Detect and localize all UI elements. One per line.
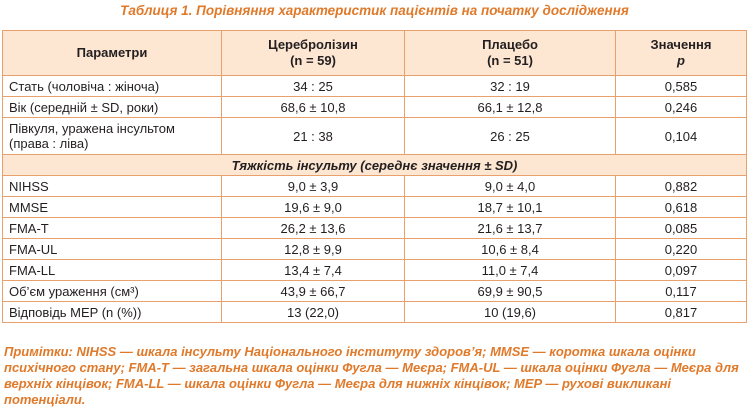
table-row: Відповідь MEP (n (%)) 13 (22,0) 10 (19,6…: [2, 301, 747, 323]
row-p: 0,117: [615, 280, 747, 302]
header-p-symbol: p: [677, 53, 685, 68]
row-placebo: 10 (19,6): [404, 301, 616, 323]
table-row: Об’єм ураження (см³) 43,9 ± 66,7 69,9 ± …: [2, 280, 747, 302]
row-param: MMSE: [2, 196, 222, 218]
header-placebo-n: (n = 51): [487, 53, 533, 68]
header-placebo: Плацебо (n = 51): [404, 30, 616, 76]
row-param: NIHSS: [2, 175, 222, 197]
row-p: 0,085: [615, 217, 747, 239]
row-param: Об’єм ураження (см³): [2, 280, 222, 302]
row-param-line2: (права : ліва): [9, 136, 89, 151]
row-placebo: 26 : 25: [404, 117, 616, 155]
row-cerebrolysin: 13 (22,0): [221, 301, 405, 323]
row-p: 0,246: [615, 96, 747, 118]
row-placebo: 66,1 ± 12,8: [404, 96, 616, 118]
row-cerebrolysin: 21 : 38: [221, 117, 405, 155]
header-parameters: Параметри: [2, 30, 222, 76]
row-cerebrolysin: 12,8 ± 9,9: [221, 238, 405, 260]
row-placebo: 69,9 ± 90,5: [404, 280, 616, 302]
table-row: Вік (середній ± SD, роки) 68,6 ± 10,8 66…: [2, 96, 747, 118]
table-row: FMA-UL 12,8 ± 9,9 10,6 ± 8,4 0,220: [2, 238, 747, 260]
row-placebo: 21,6 ± 13,7: [404, 217, 616, 239]
row-p: 0,882: [615, 175, 747, 197]
row-p: 0,097: [615, 259, 747, 281]
row-p: 0,618: [615, 196, 747, 218]
table-caption: Таблиця 1. Порівняння характеристик паці…: [120, 3, 629, 18]
row-p: 0,104: [615, 117, 747, 155]
row-placebo: 32 : 19: [404, 75, 616, 97]
header-p-value-label: Значення: [650, 37, 712, 52]
row-param-line1: Півкуля, уражена інсультом: [9, 121, 175, 136]
row-cerebrolysin: 19,6 ± 9,0: [221, 196, 405, 218]
table-row: NIHSS 9,0 ± 3,9 9,0 ± 4,0 0,882: [2, 175, 747, 197]
row-cerebrolysin: 26,2 ± 13,6: [221, 217, 405, 239]
section-title: Тяжкість інсульту (середнє значення ± SD…: [2, 154, 747, 176]
row-param: Стать (чоловіча : жіноча): [2, 75, 222, 97]
table-row: Стать (чоловіча : жіноча) 34 : 25 32 : 1…: [2, 75, 747, 97]
header-p-value: Значення p: [615, 30, 747, 76]
row-param: FMA-T: [2, 217, 222, 239]
row-p: 0,220: [615, 238, 747, 260]
row-param: Вік (середній ± SD, роки): [2, 96, 222, 118]
row-cerebrolysin: 13,4 ± 7,4: [221, 259, 405, 281]
row-placebo: 9,0 ± 4,0: [404, 175, 616, 197]
row-placebo: 11,0 ± 7,4: [404, 259, 616, 281]
row-cerebrolysin: 43,9 ± 66,7: [221, 280, 405, 302]
table-row: FMA-T 26,2 ± 13,6 21,6 ± 13,7 0,085: [2, 217, 747, 239]
table-notes: Примітки: NIHSS — шкала інсульту Націона…: [4, 344, 739, 407]
header-placebo-name: Плацебо: [482, 37, 538, 52]
table-header-row: Параметри Церебролізин (n = 59) Плацебо …: [2, 30, 747, 76]
row-cerebrolysin: 68,6 ± 10,8: [221, 96, 405, 118]
row-p: 0,585: [615, 75, 747, 97]
row-param: Відповідь MEP (n (%)): [2, 301, 222, 323]
row-param: Півкуля, уражена інсультом (права : ліва…: [2, 117, 222, 155]
row-param: FMA-LL: [2, 259, 222, 281]
row-param: FMA-UL: [2, 238, 222, 260]
header-cerebrolysin-name: Церебролізин: [268, 37, 358, 52]
table-row: FMA-LL 13,4 ± 7,4 11,0 ± 7,4 0,097: [2, 259, 747, 281]
table-row: Півкуля, уражена інсультом (права : ліва…: [2, 117, 747, 155]
row-cerebrolysin: 34 : 25: [221, 75, 405, 97]
comparison-table: Параметри Церебролізин (n = 59) Плацебо …: [2, 30, 747, 323]
header-cerebrolysin: Церебролізин (n = 59): [221, 30, 405, 76]
header-cerebrolysin-n: (n = 59): [290, 53, 336, 68]
row-p: 0,817: [615, 301, 747, 323]
row-placebo: 10,6 ± 8,4: [404, 238, 616, 260]
table-row: MMSE 19,6 ± 9,0 18,7 ± 10,1 0,618: [2, 196, 747, 218]
row-cerebrolysin: 9,0 ± 3,9: [221, 175, 405, 197]
section-header-row: Тяжкість інсульту (середнє значення ± SD…: [2, 154, 747, 176]
row-placebo: 18,7 ± 10,1: [404, 196, 616, 218]
